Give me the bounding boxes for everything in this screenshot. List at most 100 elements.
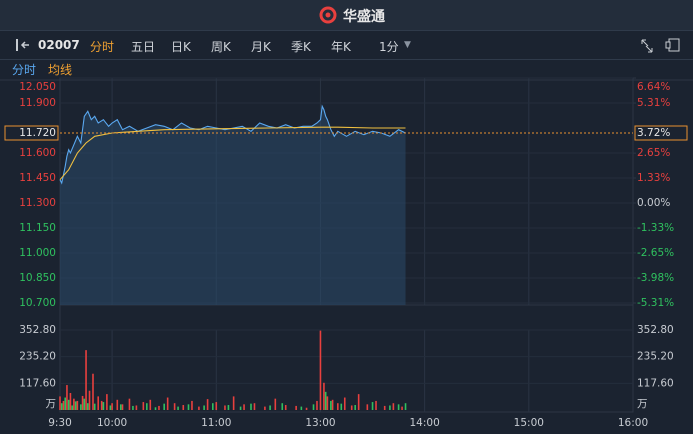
volume-bar: [154, 407, 157, 410]
logo-icon: [319, 6, 337, 24]
volume-bar: [116, 399, 119, 410]
volume-bar: [250, 403, 252, 410]
volume-bar: [330, 400, 332, 410]
subtab[interactable]: 分时: [12, 63, 37, 77]
volume-bar: [375, 400, 377, 410]
volume-bar: [60, 403, 63, 410]
stock-code: 02007: [38, 38, 80, 52]
x-tick-label: 16:00: [618, 417, 648, 429]
volume-bar: [206, 399, 209, 410]
average-line: [59, 126, 406, 181]
volume-bar: [173, 403, 176, 410]
volume-bar: [215, 402, 218, 410]
volume-bar: [340, 403, 343, 410]
volume-bar: [239, 406, 242, 410]
volume-bar: [81, 395, 84, 410]
volume-bar: [86, 403, 89, 410]
tab[interactable]: 日K: [171, 40, 191, 54]
dropdown-caret[interactable]: ▼: [404, 40, 411, 50]
x-tick-label: 14:00: [410, 417, 440, 429]
volume-bar: [109, 405, 112, 410]
toolbar: 02007 分时 五日 日K 周K 月K 季K 年K 1分 ▼: [0, 31, 693, 60]
volume-bar: [67, 399, 70, 410]
tab[interactable]: 年K: [331, 40, 351, 54]
volume-bar: [149, 399, 152, 410]
volume-bar: [392, 403, 395, 410]
tab[interactable]: 五日: [131, 40, 156, 54]
volume-bar: [401, 406, 403, 410]
brand: 华盛通: [343, 9, 385, 25]
volume-bar: [366, 404, 369, 410]
collapse-icon[interactable]: [14, 36, 34, 56]
volume-bar: [83, 398, 86, 410]
volume-bar: [132, 405, 134, 410]
volume-bar: [326, 396, 329, 410]
volume-unit: 万: [46, 398, 57, 410]
volume-bar: [232, 396, 235, 410]
volume-bar: [88, 390, 91, 410]
volume-bar: [212, 403, 214, 410]
y2-tick-label: -3.98%: [637, 272, 674, 284]
volume-bar: [227, 405, 230, 410]
y2-tick-label: 5.31%: [637, 97, 670, 109]
volume-tick-label: 352.80: [637, 324, 674, 336]
volume-bar: [76, 400, 79, 410]
subtab[interactable]: 均线: [48, 63, 73, 77]
tab[interactable]: 1分: [379, 40, 399, 54]
volume-tick-label: 117.60: [637, 377, 674, 389]
x-tick-label: 9:30: [48, 417, 72, 429]
volume-bar: [191, 400, 193, 410]
volume-bar: [337, 403, 339, 410]
volume-bar: [397, 404, 400, 410]
volume-bar: [142, 402, 145, 410]
tab[interactable]: 周K: [211, 40, 231, 54]
y-tick-label: 11.450: [19, 172, 56, 184]
volume-bar: [295, 405, 297, 410]
tab[interactable]: 季K: [291, 40, 311, 54]
current-change-box: [634, 125, 688, 141]
volume-bar: [274, 398, 277, 410]
volume-bar: [371, 402, 374, 410]
y2-tick-label: 1.33%: [637, 172, 670, 184]
volume-bar: [319, 330, 322, 410]
volume-tick-label: 235.20: [637, 351, 674, 363]
volume-bar: [281, 403, 284, 410]
tab[interactable]: 月K: [251, 40, 271, 54]
volume-bar: [264, 406, 266, 410]
volume-bar: [102, 402, 105, 410]
x-tick-label: 11:00: [201, 417, 231, 429]
volume-bar: [182, 405, 185, 410]
volume-bar: [284, 405, 287, 410]
volume-bar: [187, 404, 190, 410]
volume-unit: 万: [637, 398, 648, 410]
volume-bar: [80, 404, 82, 410]
volume-bar: [97, 396, 99, 410]
y2-tick-label: 0.00%: [637, 197, 670, 209]
volume-bar: [119, 404, 122, 410]
volume-bar: [343, 397, 346, 410]
volume-bar: [323, 382, 325, 410]
view-icons[interactable]: [638, 36, 688, 56]
y-tick-label: 11.000: [19, 247, 56, 259]
current-price-label: 11.720: [19, 127, 56, 139]
volume-tick-label: 235.20: [19, 351, 56, 363]
volume-bar: [198, 406, 200, 410]
volume-bar: [106, 394, 108, 410]
y2-tick-label: -2.65%: [637, 247, 674, 259]
volume-bar: [324, 391, 327, 410]
price-line: [59, 104, 406, 185]
y2-tick-label: 6.64%: [637, 81, 670, 93]
volume-bar: [389, 405, 391, 410]
y-tick-label: 10.850: [19, 272, 56, 284]
volume-bar: [111, 403, 113, 410]
volume-bar: [331, 399, 334, 410]
volume-bar: [73, 398, 75, 410]
volume-bar: [177, 406, 179, 410]
volume-bar: [305, 407, 308, 410]
tab[interactable]: 分时: [90, 40, 115, 54]
volume-bar: [74, 401, 77, 410]
volume-bar: [224, 405, 226, 410]
volume-bar: [404, 403, 407, 410]
volume-bar: [64, 397, 67, 410]
